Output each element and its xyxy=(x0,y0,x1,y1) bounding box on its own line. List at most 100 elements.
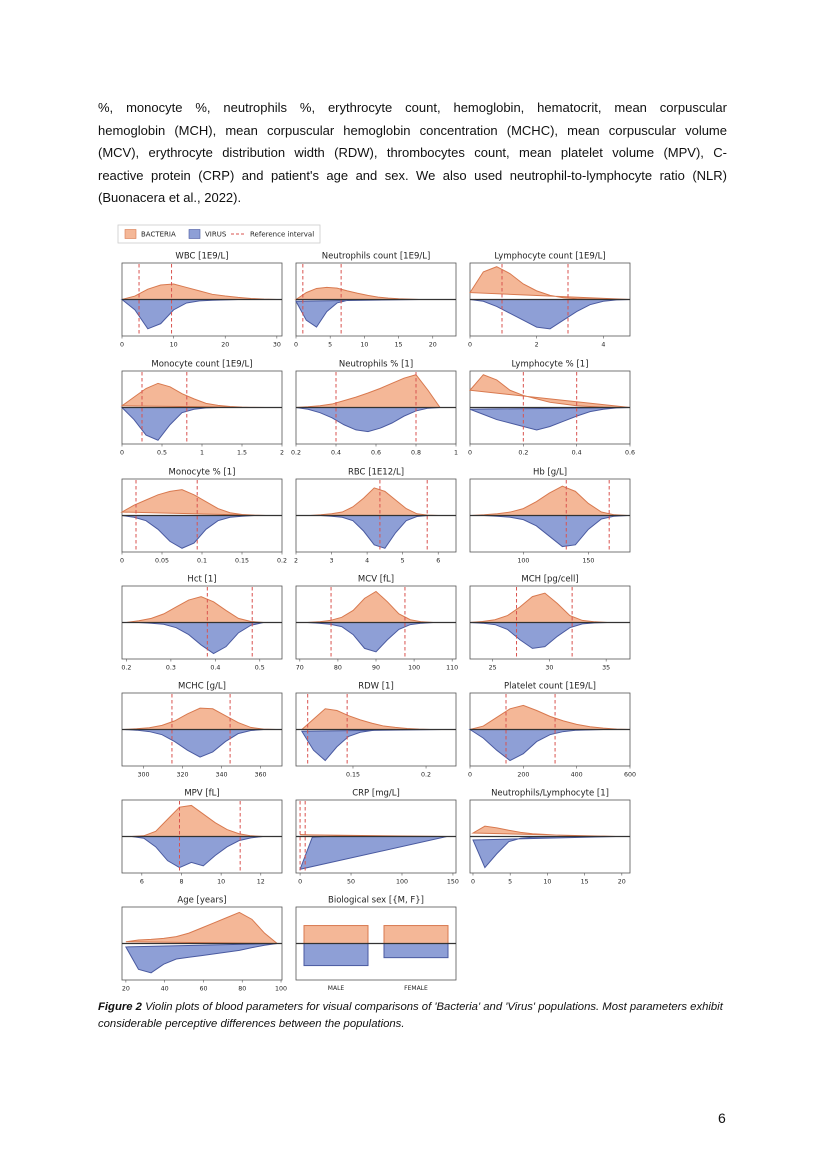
x-tick-label: 12 xyxy=(257,879,265,886)
x-tick-label: 340 xyxy=(215,772,227,779)
virus-bar xyxy=(303,943,369,967)
x-tick-label: 0.2 xyxy=(291,450,301,457)
x-tick-label: 20 xyxy=(618,879,626,886)
x-tick-label: 6 xyxy=(436,558,440,565)
x-tick-label: 2 xyxy=(535,342,539,349)
x-tick-label: 0.2 xyxy=(518,450,528,457)
x-tick-label: 0.2 xyxy=(121,665,131,672)
x-tick-label: 80 xyxy=(334,665,342,672)
panel-title: RDW [1] xyxy=(358,682,394,692)
virus-density xyxy=(471,515,628,548)
x-tick-label: 0.4 xyxy=(210,665,220,672)
x-tick-label: 1.5 xyxy=(237,450,247,457)
x-tick-label: 1 xyxy=(200,450,204,457)
x-tick-label: 0.6 xyxy=(625,450,635,457)
caption-line: Figure 2 Violin plots of blood parameter… xyxy=(98,999,730,1016)
bacteria-bar xyxy=(383,925,449,944)
x-tick-label: 0.2 xyxy=(421,772,431,779)
x-tick-label: 2 xyxy=(280,450,284,457)
legend-label: BACTERIA xyxy=(141,231,176,239)
x-tick-label: 30 xyxy=(273,342,281,349)
panel-title: Monocyte count [1E9/L] xyxy=(151,360,252,370)
virus-bar xyxy=(383,943,449,959)
x-tick-label: 0.4 xyxy=(572,450,582,457)
x-tick-label: 35 xyxy=(602,665,610,672)
x-tick-label: 0.6 xyxy=(371,450,381,457)
x-tick-label: 0 xyxy=(294,342,298,349)
paragraph: %, monocyte %, neutrophils %, erythrocyt… xyxy=(98,97,727,210)
panel-title: Neutrophils count [1E9/L] xyxy=(322,252,431,262)
x-tick-label: 40 xyxy=(161,986,169,993)
x-tick-label: 0 xyxy=(120,450,124,457)
panel-title: Platelet count [1E9/L] xyxy=(504,682,596,692)
x-tick-label: 0.4 xyxy=(331,450,341,457)
x-tick-label: 10 xyxy=(543,879,551,886)
bacteria-density xyxy=(123,707,277,730)
panel-title: Biological sex [{M, F}] xyxy=(328,896,424,906)
x-tick-label: 15 xyxy=(395,342,403,349)
x-tick-label: 0.1 xyxy=(197,558,207,565)
x-tick-label: 100 xyxy=(517,558,529,565)
x-tick-label: 25 xyxy=(489,665,497,672)
legend-box xyxy=(117,224,321,244)
x-tick-label: 80 xyxy=(238,986,246,993)
x-tick-label: 0.5 xyxy=(255,665,265,672)
x-tick-label: 200 xyxy=(517,772,529,779)
x-tick-label: 0.15 xyxy=(235,558,249,565)
x-tick-label: 10 xyxy=(170,342,178,349)
caption-text: Violin plots of blood parameters for vis… xyxy=(141,1001,723,1013)
x-tick-label: 0 xyxy=(468,772,472,779)
x-tick-label: 4 xyxy=(601,342,605,349)
x-tick-label: 2 xyxy=(294,558,298,565)
x-tick-label: 3 xyxy=(330,558,334,565)
x-tick-label: 15 xyxy=(581,879,589,886)
x-tick-label: 360 xyxy=(255,772,267,779)
caption-label: Figure 2 xyxy=(98,1001,142,1013)
x-tick-label: MALE xyxy=(328,985,345,992)
panel-title: WBC [1E9/L] xyxy=(175,252,228,262)
bacteria-density xyxy=(471,485,628,516)
x-tick-label: 320 xyxy=(176,772,188,779)
x-tick-label: 100 xyxy=(275,986,287,993)
caption: Figure 2 Violin plots of blood parameter… xyxy=(98,999,730,1032)
x-tick-label: 0 xyxy=(468,342,472,349)
x-tick-label: 5 xyxy=(328,342,332,349)
x-tick-label: 0 xyxy=(120,558,124,565)
x-tick-label: 110 xyxy=(446,665,458,672)
legend-label: VIRUS xyxy=(205,231,227,239)
x-tick-label: 10 xyxy=(360,342,368,349)
x-tick-label: 0.05 xyxy=(155,558,169,565)
x-tick-label: 0.3 xyxy=(166,665,176,672)
x-tick-label: 8 xyxy=(179,879,183,886)
x-tick-label: 150 xyxy=(582,558,594,565)
text-line: reactive protein (CRP) and patient's age… xyxy=(98,167,727,183)
x-tick-label: 10 xyxy=(217,879,225,886)
x-tick-label: 300 xyxy=(137,772,149,779)
panel-title: Lymphocyte count [1E9/L] xyxy=(494,252,605,262)
panel-title: Age [years] xyxy=(177,896,226,906)
x-tick-label: 0.8 xyxy=(411,450,421,457)
x-tick-label: 90 xyxy=(372,665,380,672)
page-number: 6 xyxy=(718,1110,726,1126)
virus-density xyxy=(295,407,441,433)
x-tick-label: 150 xyxy=(447,879,459,886)
x-tick-label: 0 xyxy=(468,450,472,457)
panel-title: MPV [fL] xyxy=(184,789,219,799)
bacteria-density xyxy=(295,374,441,408)
x-tick-label: 400 xyxy=(571,772,583,779)
panel-title: Neutrophils % [1] xyxy=(339,360,413,370)
panel-title: Monocyte % [1] xyxy=(169,468,236,478)
x-tick-label: 30 xyxy=(545,665,553,672)
virus-density xyxy=(125,943,278,974)
caption-line: considerable perceptive differences betw… xyxy=(98,1017,405,1030)
x-tick-label: 1 xyxy=(454,450,458,457)
x-tick-label: 5 xyxy=(401,558,405,565)
x-tick-label: 6 xyxy=(140,879,144,886)
bacteria-bar xyxy=(303,925,369,944)
x-tick-label: 0.5 xyxy=(157,450,167,457)
panel-title: MCHC [g/L] xyxy=(178,682,226,692)
text-line: (MCV), erythrocyte distribution width (R… xyxy=(98,145,727,160)
panel-title: MCH [pg/cell] xyxy=(521,575,578,585)
